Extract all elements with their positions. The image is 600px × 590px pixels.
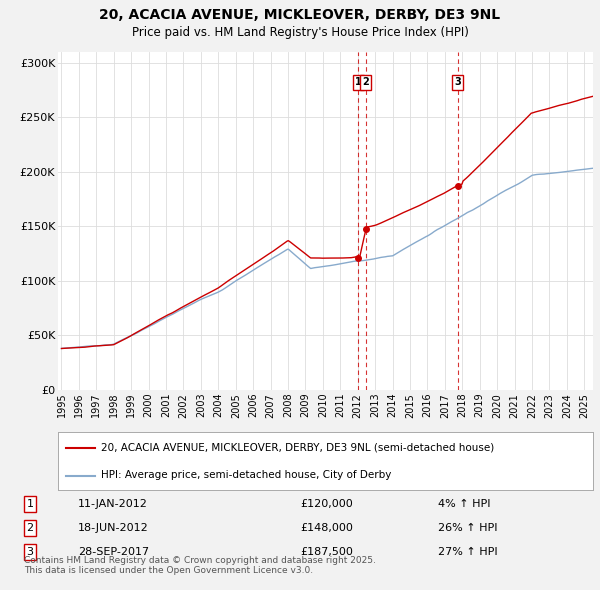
Text: 1: 1 — [26, 499, 34, 509]
Text: 20, ACACIA AVENUE, MICKLEOVER, DERBY, DE3 9NL (semi-detached house): 20, ACACIA AVENUE, MICKLEOVER, DERBY, DE… — [101, 442, 494, 453]
Text: 20, ACACIA AVENUE, MICKLEOVER, DERBY, DE3 9NL: 20, ACACIA AVENUE, MICKLEOVER, DERBY, DE… — [100, 8, 500, 22]
Text: 11-JAN-2012: 11-JAN-2012 — [78, 499, 148, 509]
Text: 26% ↑ HPI: 26% ↑ HPI — [438, 523, 497, 533]
Text: 3: 3 — [26, 547, 34, 557]
Text: 3: 3 — [454, 77, 461, 87]
Text: 28-SEP-2017: 28-SEP-2017 — [78, 547, 149, 557]
Text: 2: 2 — [26, 523, 34, 533]
Text: £120,000: £120,000 — [300, 499, 353, 509]
Text: 27% ↑ HPI: 27% ↑ HPI — [438, 547, 497, 557]
Text: Contains HM Land Registry data © Crown copyright and database right 2025.
This d: Contains HM Land Registry data © Crown c… — [24, 556, 376, 575]
Text: 1: 1 — [355, 77, 362, 87]
Text: HPI: Average price, semi-detached house, City of Derby: HPI: Average price, semi-detached house,… — [101, 470, 391, 480]
Text: 4% ↑ HPI: 4% ↑ HPI — [438, 499, 491, 509]
Text: £187,500: £187,500 — [300, 547, 353, 557]
Text: Price paid vs. HM Land Registry's House Price Index (HPI): Price paid vs. HM Land Registry's House … — [131, 26, 469, 39]
Text: £148,000: £148,000 — [300, 523, 353, 533]
Text: 18-JUN-2012: 18-JUN-2012 — [78, 523, 149, 533]
Text: 2: 2 — [362, 77, 369, 87]
